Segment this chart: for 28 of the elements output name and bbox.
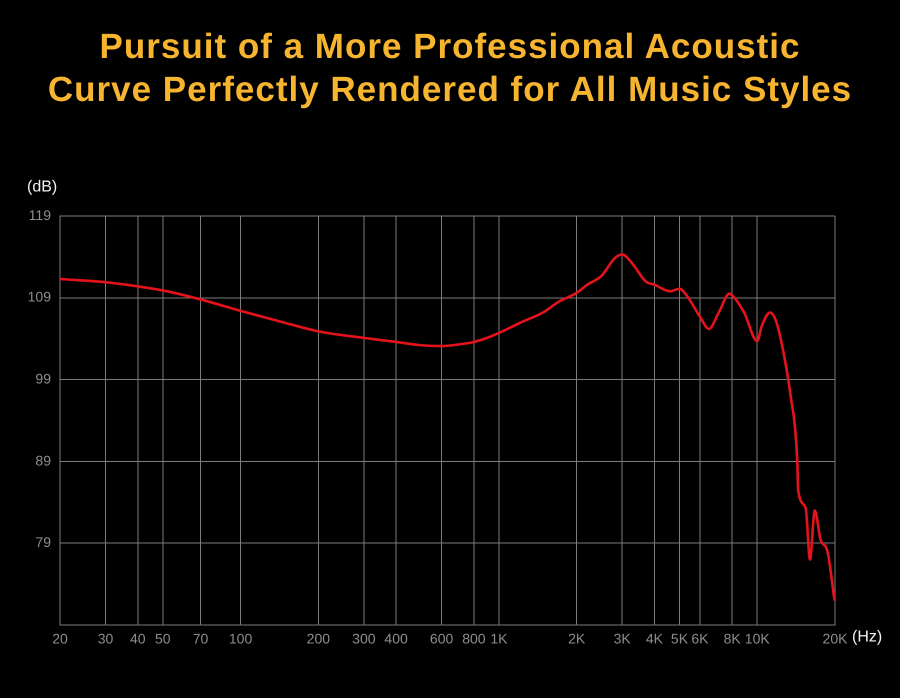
x-tick-label: 50 (155, 630, 171, 646)
x-tick-label: 20 (52, 630, 68, 646)
x-tick-label: 300 (352, 630, 376, 646)
x-tick-label: 10K (744, 630, 770, 646)
x-tick-label: 200 (306, 630, 330, 646)
x-tick-label: 6K (691, 630, 710, 646)
x-tick-label: 30 (98, 630, 114, 646)
x-tick-label: 5K (670, 630, 689, 646)
x-tick-label: 70 (192, 630, 209, 646)
x-tick-label: 100 (228, 630, 252, 646)
y-tick-label: 79 (35, 534, 52, 550)
x-tick-label: 600 (430, 630, 454, 646)
x-tick-label: 4K (646, 630, 664, 646)
y-tick-label: 99 (35, 370, 52, 386)
chart-title: Pursuit of a More Professional Acoustic Curve Perfectly Rendered for All Music Styles (46, 26, 854, 111)
x-tick-label: 1K (490, 630, 508, 646)
x-tick-label: 400 (384, 630, 408, 646)
y-axis-title: (dB) (27, 178, 58, 196)
x-tick-label: 40 (130, 630, 146, 646)
x-tick-label: 8K (724, 630, 742, 646)
y-tick-label: 119 (28, 206, 52, 223)
x-tick-label: 3K (614, 630, 632, 646)
x-tick-label: 20K (822, 630, 848, 646)
y-tick-label: 109 (28, 288, 52, 305)
x-tick-label: 2K (568, 630, 586, 646)
y-tick-label: 89 (35, 452, 52, 468)
x-tick-label: 800 (462, 630, 486, 646)
x-axis-title: (Hz) (852, 628, 882, 646)
